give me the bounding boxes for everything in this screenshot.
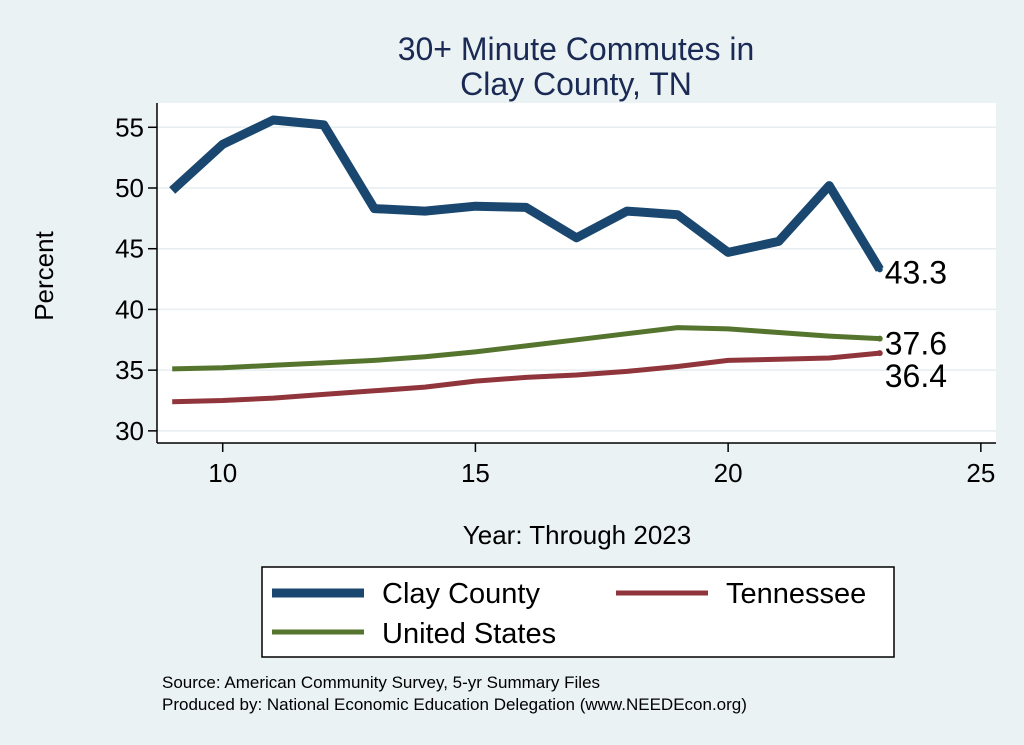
series-line-united-states [172,325,880,372]
producer-note: Produced by: National Economic Education… [162,695,747,714]
series-end-point-clay-county [876,266,883,273]
chart-title-line-1: 30+ Minute Commutes in [398,31,755,67]
series-line-clay-county [169,115,884,272]
y-tick-label-35: 35 [115,355,144,385]
series-end-point-united-states [876,335,883,342]
x-tick-label-25: 25 [966,458,995,488]
x-axis-title: Year: Through 2023 [463,520,691,550]
legend-label-tennessee: Tennessee [726,578,866,610]
legend-box [261,566,895,658]
y-tick-label-55: 55 [115,112,144,142]
legend-label-clay-county: Clay County [382,578,540,610]
y-tick-label-30: 30 [115,416,144,446]
y-axis-title: Percent [29,230,59,320]
gridlines [157,126,996,432]
plot-area [157,103,996,443]
x-tick-label-20: 20 [714,458,743,488]
end-label-clay-county: 43.3 [885,254,947,290]
x-tick-label-10: 10 [208,458,237,488]
y-tick-label-45: 45 [115,234,144,264]
legend: Clay County Tennessee United States [261,566,895,658]
y-tick-label-50: 50 [115,173,144,203]
series-lines [169,115,884,405]
axes: 30 35 40 45 50 55 10 15 20 25 [115,103,996,488]
end-labels: 43.3 36.437.6 [885,254,947,394]
series-end-point-tennessee [876,350,883,357]
x-tick-label-15: 15 [461,458,490,488]
legend-label-united-states: United States [382,618,556,650]
end-label-united-states: 37.6 [885,326,947,362]
series-line-tennessee [172,350,881,405]
source-note: Source: American Community Survey, 5-yr … [162,673,600,692]
y-tick-label-40: 40 [115,294,144,324]
chart-title-line-2: Clay County, TN [460,66,692,102]
end-label-tennessee: 36.4 [885,358,947,394]
